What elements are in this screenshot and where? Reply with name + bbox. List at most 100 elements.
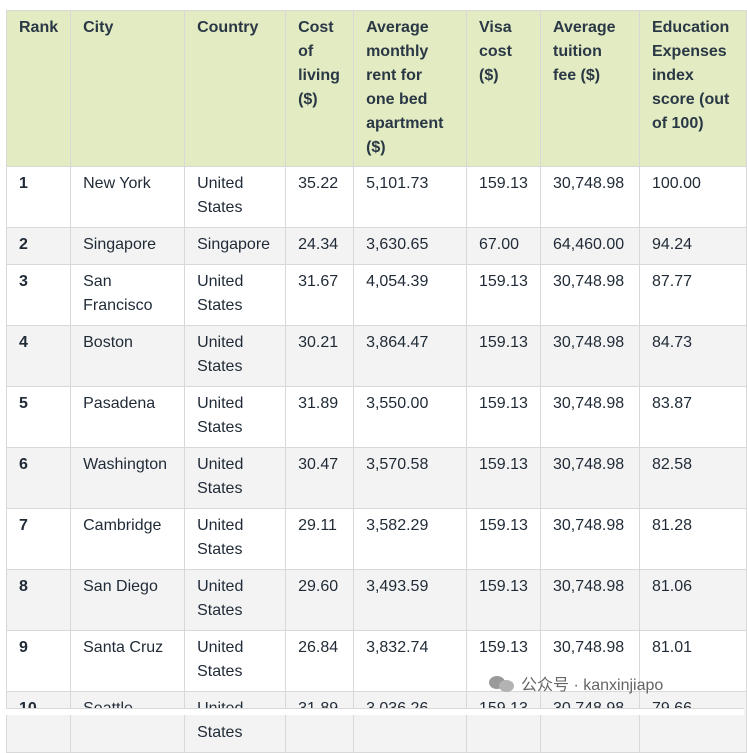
country-cell: United States: [184, 569, 287, 631]
tuition-cell: 64,460.00: [539, 227, 640, 265]
rank-cell: 2: [5, 227, 72, 265]
score-cell: 81.28: [638, 508, 747, 570]
table-row: 7 Cambridge United States 29.11 3,582.29…: [5, 508, 747, 570]
header-tuition-fee: Average tuition fee ($): [539, 10, 640, 167]
score-cell: 94.24: [638, 227, 747, 265]
tuition-cell: 30,748.98: [539, 508, 640, 570]
country-cell: United States: [184, 630, 287, 692]
city-cell: Washington: [70, 447, 186, 509]
score-cell: 81.01: [638, 630, 747, 692]
tuition-cell: 30,748.98: [539, 630, 640, 692]
cost-of-living-cell: 35.22: [285, 166, 355, 228]
visa-cost-cell: 159.13: [466, 386, 541, 448]
header-average-rent: Average monthly rent for one bed apartme…: [353, 10, 467, 167]
rent-cell: 3,550.00: [353, 386, 467, 448]
visa-cost-cell: 159.13: [466, 264, 541, 326]
visa-cost-cell: 159.13: [466, 691, 541, 753]
rent-cell: 4,054.39: [353, 264, 467, 326]
cost-of-living-cell: 30.21: [285, 325, 355, 387]
country-cell: United States: [184, 166, 287, 228]
country-cell: United States: [184, 264, 287, 326]
rent-cell: 3,570.58: [353, 447, 467, 509]
table-continuation: [6, 708, 744, 715]
table-row: 8 San Diego United States 29.60 3,493.59…: [5, 569, 747, 631]
country-cell: Singapore: [184, 227, 287, 265]
score-cell: 87.77: [638, 264, 747, 326]
tuition-cell: 30,748.98: [539, 264, 640, 326]
rank-cell: 10: [5, 691, 72, 753]
rent-cell: 3,493.59: [353, 569, 467, 631]
city-cell: New York: [70, 166, 186, 228]
rank-cell: 1: [5, 166, 72, 228]
city-cell: Cambridge: [70, 508, 186, 570]
rank-cell: 9: [5, 630, 72, 692]
header-index-score: Education Expenses index score (out of 1…: [638, 10, 747, 167]
cost-of-living-cell: 29.60: [285, 569, 355, 631]
wechat-icon: [489, 674, 515, 692]
watermark: 公众号 · kanxinjiapo: [489, 671, 663, 695]
visa-cost-cell: 159.13: [466, 569, 541, 631]
tuition-cell: 30,748.98: [539, 447, 640, 509]
rent-cell: 5,101.73: [353, 166, 467, 228]
table-row: 2 Singapore Singapore 24.34 3,630.65 67.…: [5, 227, 747, 265]
rent-cell: 3,832.74: [353, 630, 467, 692]
visa-cost-cell: 159.13: [466, 447, 541, 509]
country-cell: United States: [184, 325, 287, 387]
score-cell: 84.73: [638, 325, 747, 387]
watermark-text: 公众号 · kanxinjiapo: [521, 677, 664, 694]
rank-cell: 7: [5, 508, 72, 570]
score-cell: 79.66: [638, 691, 747, 753]
education-expenses-table: Rank City Country Cost of living ($) Ave…: [5, 10, 747, 753]
rank-cell: 4: [5, 325, 72, 387]
rank-cell: 5: [5, 386, 72, 448]
header-rank: Rank: [5, 10, 72, 167]
table-row: 3 San Francisco United States 31.67 4,05…: [5, 264, 747, 326]
header-country: Country: [184, 10, 287, 167]
city-cell: Seattle: [70, 691, 186, 753]
country-cell: United States: [184, 508, 287, 570]
city-cell: Pasadena: [70, 386, 186, 448]
country-cell: United States: [184, 691, 287, 753]
rent-cell: 3,630.65: [353, 227, 467, 265]
cost-of-living-cell: 24.34: [285, 227, 355, 265]
score-cell: 81.06: [638, 569, 747, 631]
table-row: 10 Seattle United States 31.89 3,036.26 …: [5, 691, 747, 753]
tuition-cell: 30,748.98: [539, 691, 640, 753]
header-city: City: [70, 10, 186, 167]
table-row: 1 New York United States 35.22 5,101.73 …: [5, 166, 747, 228]
tuition-cell: 30,748.98: [539, 569, 640, 631]
table-row: 5 Pasadena United States 31.89 3,550.00 …: [5, 386, 747, 448]
table-row: 4 Boston United States 30.21 3,864.47 15…: [5, 325, 747, 387]
rent-cell: 3,864.47: [353, 325, 467, 387]
country-cell: United States: [184, 386, 287, 448]
city-cell: Santa Cruz: [70, 630, 186, 692]
cost-of-living-cell: 31.89: [285, 386, 355, 448]
rank-cell: 8: [5, 569, 72, 631]
country-cell: United States: [184, 447, 287, 509]
rank-cell: 6: [5, 447, 72, 509]
tuition-cell: 30,748.98: [539, 166, 640, 228]
visa-cost-cell: 159.13: [466, 508, 541, 570]
cost-of-living-cell: 26.84: [285, 630, 355, 692]
visa-cost-cell: 159.13: [466, 325, 541, 387]
city-cell: San Diego: [70, 569, 186, 631]
rent-cell: 3,582.29: [353, 508, 467, 570]
rank-cell: 3: [5, 264, 72, 326]
visa-cost-cell: 159.13: [466, 166, 541, 228]
header-row: Rank City Country Cost of living ($) Ave…: [5, 10, 747, 167]
cost-of-living-cell: 31.67: [285, 264, 355, 326]
score-cell: 82.58: [638, 447, 747, 509]
city-cell: Singapore: [70, 227, 186, 265]
table-row: 6 Washington United States 30.47 3,570.5…: [5, 447, 747, 509]
table-row: 9 Santa Cruz United States 26.84 3,832.7…: [5, 630, 747, 692]
cost-of-living-cell: 31.89: [285, 691, 355, 753]
cost-of-living-cell: 29.11: [285, 508, 355, 570]
cost-of-living-cell: 30.47: [285, 447, 355, 509]
city-cell: Boston: [70, 325, 186, 387]
score-cell: 83.87: [638, 386, 747, 448]
tuition-cell: 30,748.98: [539, 325, 640, 387]
score-cell: 100.00: [638, 166, 747, 228]
rent-cell: 3,036.26: [353, 691, 467, 753]
city-cell: San Francisco: [70, 264, 186, 326]
header-cost-of-living: Cost of living ($): [285, 10, 355, 167]
